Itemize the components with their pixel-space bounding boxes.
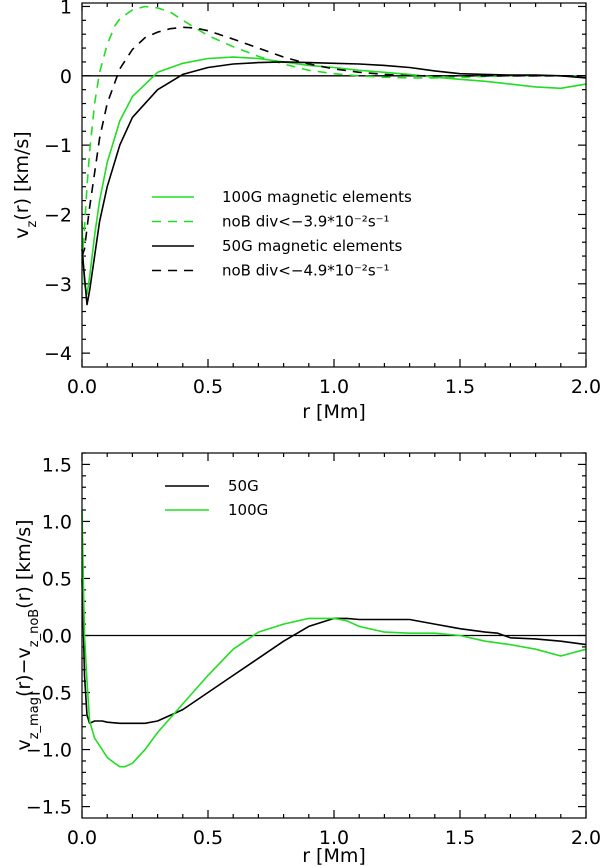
series-line-100g: [81, 509, 587, 768]
y-tick-label: −0.5: [26, 683, 72, 705]
y-tick-label: 0.0: [42, 626, 72, 648]
bottom-x-axis-title: r [Mm]: [302, 845, 366, 866]
x-tick-label: 1.5: [445, 827, 475, 849]
series-line-50g: [81, 578, 587, 725]
legend-label: 100G: [228, 501, 268, 519]
y-tick-label: −1.0: [26, 740, 72, 762]
x-tick-label: 0.5: [193, 827, 223, 849]
legend-label: 50G magnetic elements: [222, 237, 402, 255]
x-tick-label: 1.0: [319, 376, 349, 398]
series-line-nob-div-3-9-10-s: [81, 5, 586, 264]
legend-label: 100G magnetic elements: [222, 188, 412, 206]
top-plot-area: 0.0 0.5 1.0 1.5 2.0 −4 −3 −2 −1 0 1 100G magnetic e…: [44, 0, 600, 398]
x-tick-label: 1.0: [319, 827, 349, 849]
top-x-axis-title: r [Mm]: [302, 401, 366, 423]
y-tick-label: −1: [44, 135, 72, 157]
top-panel: 0.0 0.5 1.0 1.5 2.0 −4 −3 −2 −1 0 1 100G magnetic e…: [11, 0, 600, 423]
bottom-plot-frame: [81, 452, 587, 819]
bottom-panel: 0.0 0.5 1.0 1.5 2.0 −1.5 −1.0 −0.5 0.0 0.5 1.0 1.5 5…: [13, 452, 600, 866]
series-line-100g-magnetic-elements: [81, 56, 587, 296]
y-tick-label: −2: [44, 204, 72, 226]
legend-label: noB div<−3.9*10⁻²s⁻¹: [222, 213, 390, 231]
bottom-plot-area: 0.0 0.5 1.0 1.5 2.0 −1.5 −1.0 −0.5 0.0 0.5 1.0 1.5 5…: [26, 452, 600, 849]
top-y-axis-title: vz(r) [km/s]: [11, 131, 40, 238]
legend-label: 50G: [228, 477, 259, 495]
x-tick-label: 2.0: [571, 827, 600, 849]
series-line-nob-div-4-9-10-s: [81, 26, 586, 257]
x-tick-label: 0.0: [67, 376, 97, 398]
legend-label: noB div<−4.9*10⁻²s⁻¹: [222, 262, 390, 280]
y-tick-label: 1.0: [42, 511, 72, 533]
y-tick-label: 0: [60, 66, 72, 88]
y-tick-label: −3: [44, 274, 72, 296]
y-tick-label: 1.5: [42, 454, 72, 476]
series-line-50g-magnetic-elements: [81, 61, 587, 306]
x-tick-label: 2.0: [571, 376, 600, 398]
y-tick-label: −4: [44, 343, 72, 365]
top-plot-frame: [81, 2, 587, 368]
x-tick-label: 1.5: [445, 376, 475, 398]
y-tick-label: 1: [60, 0, 72, 18]
x-tick-label: 0.5: [193, 376, 223, 398]
x-tick-label: 0.0: [67, 827, 97, 849]
y-tick-label: 0.5: [42, 568, 72, 590]
bottom-y-axis-title: vz_mag(r)−vz_noB(r) [km/s]: [13, 519, 42, 750]
y-tick-label: −1.5: [26, 797, 72, 819]
